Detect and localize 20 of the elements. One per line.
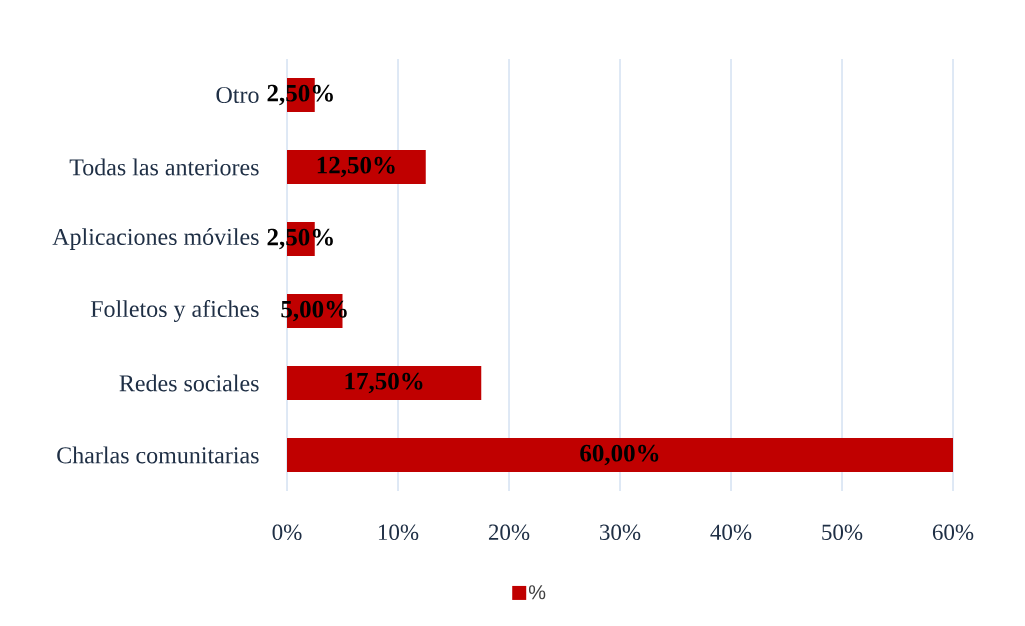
y-tick-label: Redes sociales (119, 374, 259, 392)
x-tick-label: 30% (600, 524, 641, 541)
data-label: 17,50% (345, 372, 423, 394)
x-tick-label: 40% (710, 524, 752, 541)
y-tick-label: Charlas comunitarias (57, 446, 259, 464)
y-tick-label: Otro (216, 86, 259, 104)
x-tick-label: 20% (488, 524, 530, 541)
y-tick-label: Todas las anteriores (69, 158, 259, 176)
x-tick-label: 60% (932, 524, 974, 541)
y-tick-label: Folletos y afiches (90, 299, 259, 323)
y-tick-label: Aplicaciones móviles (52, 228, 259, 250)
data-label: 60,00% (580, 444, 659, 466)
x-tick-label: 50% (822, 524, 863, 541)
x-tick-label: 10% (378, 524, 419, 541)
x-tick-label: 0% (272, 524, 302, 541)
bar (287, 149, 426, 184)
bar (287, 437, 953, 472)
data-label: 12,50% (317, 156, 395, 178)
bar (287, 365, 482, 400)
legend-label: % (528, 585, 546, 600)
